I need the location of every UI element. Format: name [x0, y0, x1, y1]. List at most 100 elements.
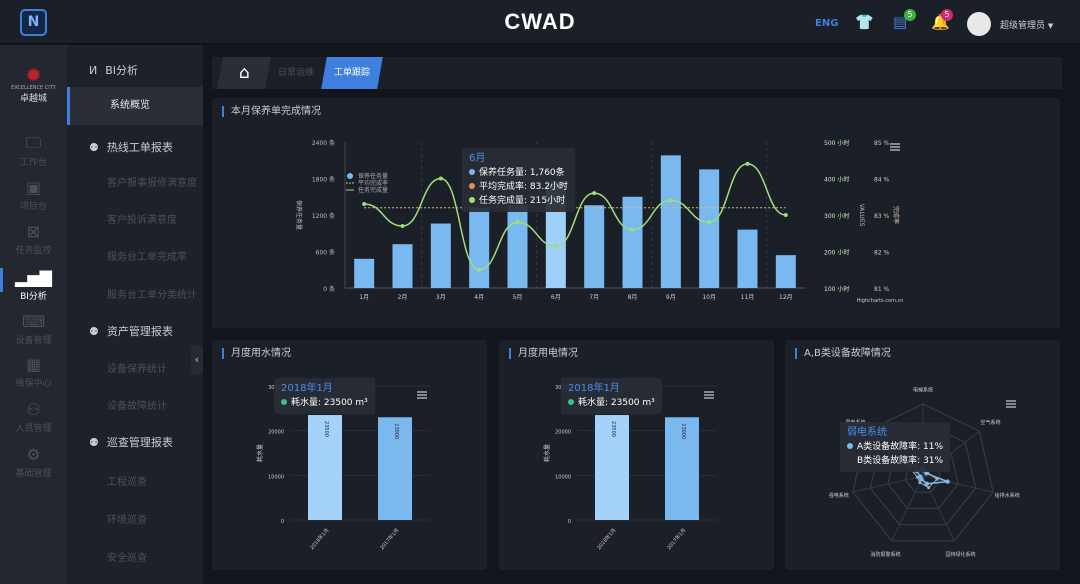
x-tick: 1月: [359, 294, 369, 301]
radar-point: [915, 475, 919, 479]
radar-label: 给排水系统: [995, 492, 1020, 499]
y-percent-tick: 84 %: [874, 177, 890, 184]
tooltip-row: 耗水量: 23500 m³: [568, 396, 655, 410]
x-tick: 12月: [779, 294, 793, 301]
rail-label: 任务监控: [15, 246, 52, 256]
chart-tooltip: 6月 保养任务量: 1,760条 平均完成率: 83.2小时 任务完成量: 21…: [462, 148, 575, 212]
submenu-item[interactable]: 服务台工单完成率: [107, 252, 187, 263]
tooltip-row: 任务完成量: 215小时: [469, 194, 568, 208]
submenu-item[interactable]: 客户报事报修满意度: [107, 178, 197, 189]
x-tick: 10月: [702, 294, 716, 301]
avatar[interactable]: [967, 12, 991, 36]
x-tick: 2017年1月: [379, 527, 401, 551]
collapse-submenu-button[interactable]: ‹: [191, 345, 203, 375]
rail-item-workbench[interactable]: 🖵 工作台: [0, 133, 67, 168]
bar-8月: [622, 196, 643, 288]
y-right-tick: 200 小时: [824, 249, 849, 257]
legend-item: 任务完成量: [358, 186, 388, 194]
submenu-title-text: BI分析: [105, 64, 139, 77]
y-left-tick: 0 条: [323, 285, 335, 293]
submenu-item[interactable]: 客户投诉满意度: [107, 215, 177, 226]
maintenance-chart: 0 条 600 条 1200 条 1800 条 2400 条 100 小时 200 小时 30…: [295, 139, 904, 304]
rail-item-bi[interactable]: ▂▅▇ BI分析: [0, 268, 67, 302]
chart-menu-icon[interactable]: [1006, 400, 1016, 408]
y-tick: 0: [568, 519, 571, 525]
completion-point-1月: [362, 202, 367, 207]
radar-label: 空气系统: [981, 419, 1001, 426]
submenu-item[interactable]: 环境巡查: [107, 515, 147, 526]
user-menu[interactable]: 超级管理员 ▼: [1000, 18, 1053, 31]
y-tick: 0: [281, 519, 284, 525]
completion-point-5月: [515, 220, 520, 225]
submenu-item[interactable]: 工程巡查: [107, 477, 147, 488]
message-icon[interactable]: ▤ 5: [893, 9, 916, 31]
shirt-icon[interactable]: 👕: [855, 13, 874, 31]
data-label: 23500: [610, 421, 616, 437]
username: 超级管理员: [1000, 21, 1046, 31]
screen-icon: ▣: [25, 178, 42, 197]
rail-item-task-monitor[interactable]: ⊠ 任务监控: [0, 222, 67, 256]
org-name: 卓越城: [19, 94, 47, 104]
rail-label: 项目台: [19, 202, 47, 212]
rail-label: 维保中心: [15, 379, 52, 389]
submenu-item[interactable]: 服务台工单分类统计: [107, 290, 197, 301]
radar-point: [935, 477, 939, 481]
tab-label: 日常运维: [277, 68, 314, 78]
x-tick: 11月: [741, 294, 755, 301]
submenu-title: И BI分析: [67, 62, 203, 78]
rail-item-maintenance[interactable]: ▦ 维保中心: [0, 355, 67, 389]
group-icon: ⚉: [89, 141, 99, 154]
submenu-item[interactable]: 设备保养统计: [107, 364, 167, 375]
bell-icon[interactable]: 🔔 5: [931, 9, 953, 31]
completion-point-6月: [553, 244, 558, 249]
tab-work-order[interactable]: 工单跟踪: [321, 57, 383, 89]
icon-rail: ✹ EXCELLENCE CITY 卓越城 🖵 工作台 ▣ 项目台 ⊠ 任务监控 ▂▅…: [0, 45, 79, 584]
radar-point: [917, 474, 923, 479]
chart-menu-icon[interactable]: [704, 391, 714, 399]
chart-tooltip: 2018年1月 耗水量: 23500 m³: [561, 378, 662, 414]
submenu-group-patrol[interactable]: ⚉ 巡查管理报表: [67, 434, 203, 450]
chart-menu-icon[interactable]: [890, 143, 900, 151]
bar-chart-icon: ▂▅▇: [15, 268, 52, 287]
bar-10月: [699, 169, 720, 288]
tooltip-row: B类设备故障率: 31%: [857, 456, 944, 466]
panel-title: 月度用电情况: [509, 348, 578, 359]
chart-menu-icon[interactable]: [417, 391, 427, 399]
tab-daily[interactable]: 日常运维: [267, 57, 325, 89]
chart-credit: Highcharts.com.cn: [857, 298, 904, 304]
x-tick: 8月: [628, 294, 638, 301]
tab-home[interactable]: ⌂: [217, 57, 271, 89]
rail-item-project[interactable]: ▣ 项目台: [0, 178, 67, 212]
y-label: 耗水量: [543, 444, 551, 462]
x-tick: 7月: [589, 294, 599, 301]
x-tick: 5月: [513, 294, 523, 301]
bar-2017年1月: [665, 417, 699, 520]
y-right-label: VALUES: [858, 204, 865, 227]
rail-label: 设备管理: [15, 336, 52, 346]
language-switch[interactable]: ENG: [815, 18, 839, 29]
submenu-item[interactable]: 安全巡查: [107, 553, 147, 564]
data-label: 23000: [393, 423, 399, 439]
bar-2017年1月: [378, 417, 412, 520]
rail-item-device[interactable]: ⌨ 设备管理: [0, 312, 67, 346]
tooltip-row: 耗水量: 23500 m³: [281, 396, 368, 410]
submenu-group-asset[interactable]: ⚉ 资产管理报表: [67, 323, 203, 339]
submenu-group-hotline[interactable]: ⚉ 热线工单报表: [67, 139, 203, 155]
rail-item-basic[interactable]: ⚙ 基础管理: [0, 445, 67, 479]
bar-4月: [469, 207, 490, 288]
submenu-item-overview[interactable]: 系统概览: [67, 87, 203, 125]
y-percent-tick: 85 %: [874, 140, 890, 147]
x-tick: 2月: [398, 294, 408, 301]
submenu-item[interactable]: 设备故障统计: [107, 401, 167, 412]
radar-axis: [922, 475, 994, 493]
completion-point-3月: [438, 176, 443, 181]
x-tick: 6月: [551, 294, 561, 301]
app-logo[interactable]: N: [20, 9, 47, 36]
rail-item-people[interactable]: ⚇ 人员管理: [0, 400, 67, 434]
radar-label: 电梯系统: [913, 387, 933, 394]
radar-point: [924, 481, 929, 486]
x-tick: 9月: [666, 294, 676, 301]
tooltip-title: 弱电系统: [847, 427, 887, 438]
bar-2018年1月: [595, 415, 629, 520]
x-tick: 2018年1月: [596, 527, 618, 551]
